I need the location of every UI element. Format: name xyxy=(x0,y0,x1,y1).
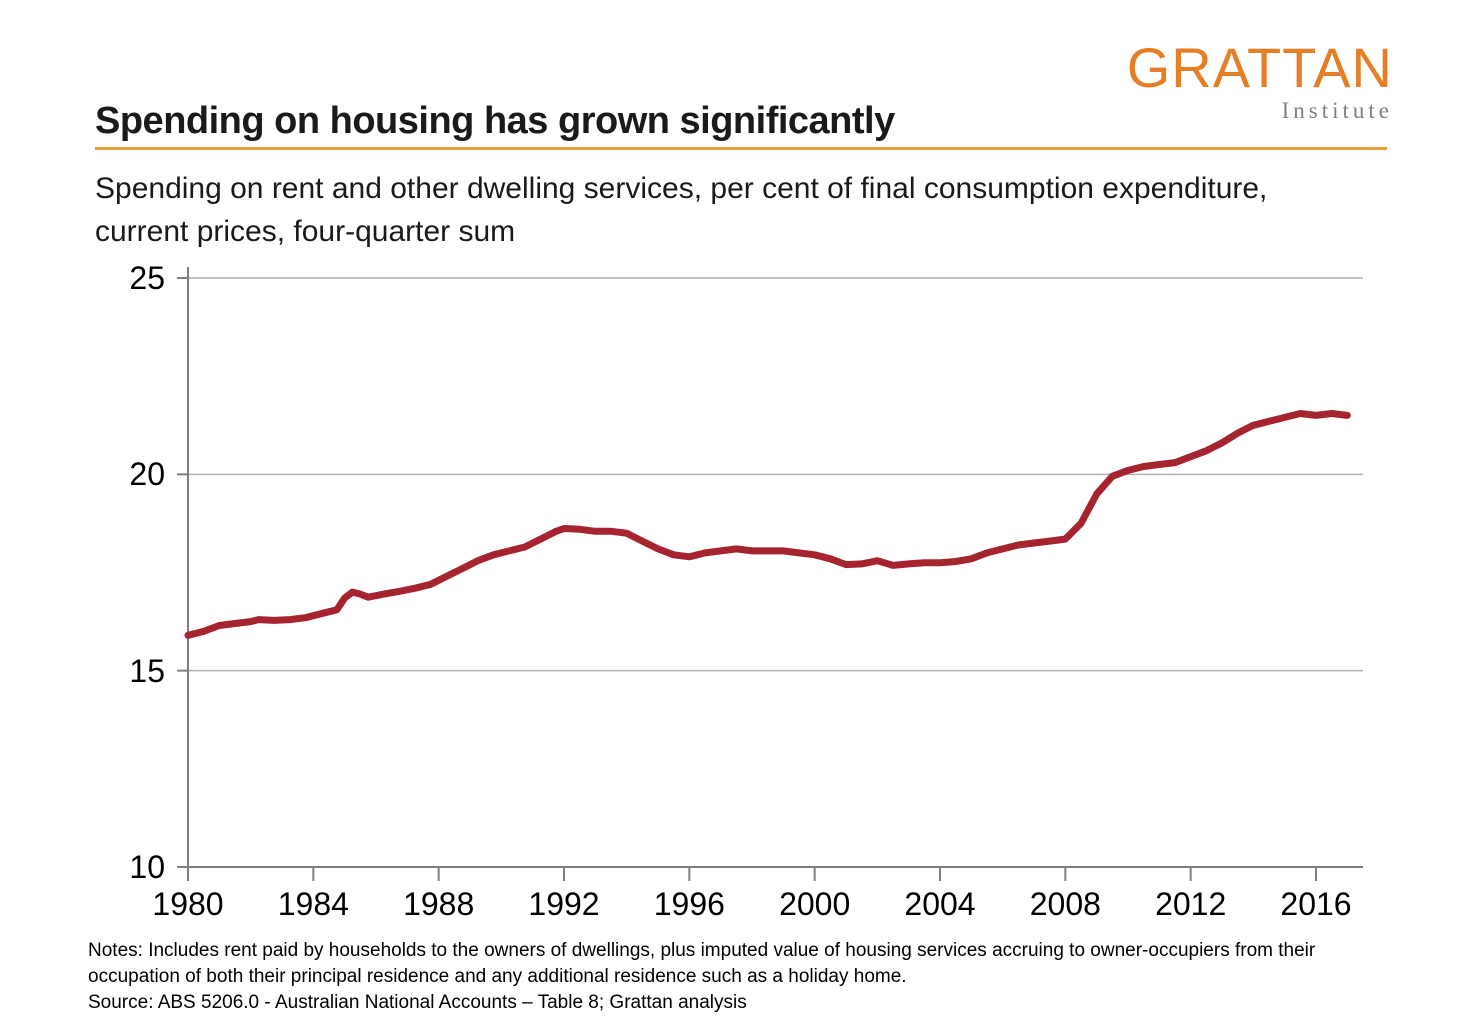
y-tick-label-10: 10 xyxy=(129,849,165,885)
chart-notes: Notes: Includes rent paid by households … xyxy=(88,938,1315,1016)
chart-subtitle-line1: Spending on rent and other dwelling serv… xyxy=(95,172,1268,205)
notes-line1: Notes: Includes rent paid by households … xyxy=(88,940,1316,961)
housing-spending-line xyxy=(184,410,1351,639)
grattan-logo-institute: Institute xyxy=(1281,98,1393,123)
x-tick-label-1992: 1992 xyxy=(528,886,600,922)
x-tick-label-2000: 2000 xyxy=(779,886,851,922)
x-tick-label-2012: 2012 xyxy=(1155,886,1227,922)
x-tick-label-1984: 1984 xyxy=(277,886,349,922)
y-tick-label-25: 25 xyxy=(129,260,165,296)
chart-subtitle-line2: current prices, four-quarter sum xyxy=(95,215,516,248)
x-tick-label-1996: 1996 xyxy=(653,886,725,922)
x-tick-label-2016: 2016 xyxy=(1280,886,1352,922)
chart-subtitle: Spending on rent and other dwelling serv… xyxy=(95,167,1267,253)
x-tick-label-2004: 2004 xyxy=(904,886,976,922)
x-tick-label-1988: 1988 xyxy=(403,886,475,922)
x-tick-label-1980: 1980 xyxy=(152,886,224,922)
y-tick-label-15: 15 xyxy=(129,652,165,689)
x-tick-label-2008: 2008 xyxy=(1029,886,1101,922)
grattan-logo: GRATTAN Institute xyxy=(1127,40,1393,124)
title-underline xyxy=(95,147,1387,150)
notes-line2: occupation of both their principal resid… xyxy=(88,966,907,987)
page-title: Spending on housing has grown significan… xyxy=(95,100,895,142)
grattan-logo-wordmark: GRATTAN xyxy=(1126,36,1393,99)
source-line: Source: ABS 5206.0 - Australian National… xyxy=(88,992,747,1013)
y-tick-label-20: 20 xyxy=(129,456,165,493)
